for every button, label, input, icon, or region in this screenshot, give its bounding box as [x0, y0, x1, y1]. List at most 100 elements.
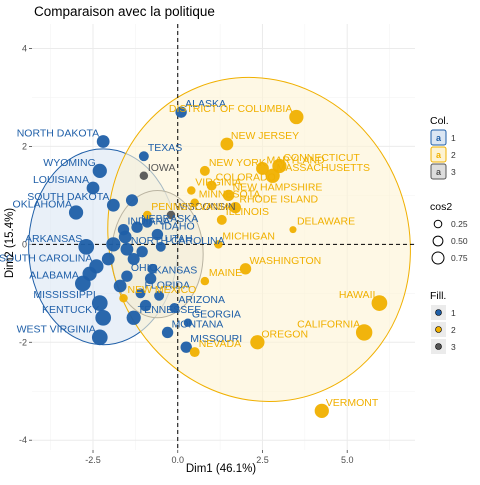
point-label: VIRGINIA	[195, 176, 241, 188]
y-axis-tick-label: 2	[22, 141, 27, 151]
data-point	[136, 246, 148, 258]
point-label: NEBRASKA	[141, 213, 198, 225]
point-label: CONNECTICUT	[283, 152, 360, 164]
legend-key-glyph: a	[436, 133, 442, 143]
point-label: NORTH DAKOTA	[17, 128, 99, 140]
data-point	[147, 263, 158, 274]
data-point	[216, 214, 227, 225]
legend-item-label: 0.50	[451, 236, 468, 246]
data-point	[190, 198, 199, 207]
point-label: OHIO	[131, 262, 158, 274]
point-label: SOUTH DAKOTA	[27, 191, 109, 203]
data-point	[96, 135, 110, 148]
point-label: DISTRICT OF COLUMBIA	[169, 103, 292, 115]
data-point	[200, 276, 210, 286]
data-point	[91, 295, 108, 311]
point-label: INDIANA	[128, 216, 171, 228]
data-point	[355, 324, 373, 341]
legend-key-col	[430, 129, 447, 146]
data-point	[139, 299, 152, 312]
x-axis-tick-label: 0.0	[171, 455, 184, 465]
data-point	[142, 210, 152, 220]
point-label: ARKANSAS	[25, 233, 82, 245]
point-label: WISCONSIN	[175, 201, 236, 213]
legend-key-fill-dot	[435, 326, 442, 333]
point-label: NEW YORK	[209, 157, 266, 169]
data-point	[289, 109, 304, 125]
data-point	[189, 347, 200, 358]
data-point	[206, 180, 217, 191]
legend-key-fill-dot	[435, 343, 442, 350]
data-point	[175, 106, 187, 118]
point-label: VERMONT	[326, 397, 379, 409]
point-label: SOUTH CAROLINA	[0, 252, 92, 264]
point-label: KANSAS	[155, 265, 198, 277]
data-point	[155, 241, 166, 252]
legend-key-size	[433, 219, 443, 229]
legend-key-col	[430, 146, 447, 163]
point-label: MINNESOTA	[199, 189, 261, 201]
data-point	[199, 165, 210, 176]
data-point	[92, 163, 107, 179]
legend-item-label: 3	[451, 342, 456, 352]
legend-key-size	[431, 251, 445, 265]
data-point	[78, 238, 95, 255]
point-label: OKLAHOMA	[13, 199, 73, 211]
data-point	[183, 318, 193, 327]
data-point	[119, 293, 128, 303]
legend-key-fill-dot	[435, 309, 442, 316]
point-label: MISSISSIPPI	[33, 289, 95, 301]
data-point	[141, 216, 153, 228]
point-label: DELAWARE	[297, 216, 355, 228]
data-point	[121, 270, 133, 282]
data-point	[89, 259, 104, 274]
y-axis-tick-label: -4	[19, 435, 27, 445]
point-label: HAWAII	[339, 289, 376, 301]
point-label: NEW HAMPSHIRE	[233, 181, 323, 193]
data-point	[154, 290, 165, 301]
x-axis-tick-label: 5.0	[341, 455, 354, 465]
point-label: CALIFORNIA	[297, 318, 360, 330]
point-label: RHODE ISLAND	[239, 194, 318, 206]
point-label: NEW MEXICO	[128, 284, 197, 296]
point-label: LOUISIANA	[33, 174, 89, 186]
point-label: MARYLAND	[266, 154, 325, 166]
data-point	[265, 168, 280, 183]
data-point	[166, 210, 176, 220]
data-point	[75, 275, 91, 292]
data-point	[86, 181, 100, 195]
x-axis-tick-label: -2.5	[85, 455, 101, 465]
data-point	[106, 198, 120, 212]
point-label: NORTH CAROLINA	[131, 235, 225, 247]
point-label: MICHIGAN	[222, 230, 275, 242]
data-point	[95, 309, 112, 326]
point-label: TEXAS	[148, 142, 182, 154]
data-point	[139, 171, 149, 181]
data-point	[120, 242, 134, 256]
point-label: NEW JERSEY	[231, 130, 299, 142]
legend-key-glyph: a	[436, 167, 442, 177]
data-point	[169, 303, 180, 313]
data-point	[151, 228, 164, 241]
data-point	[214, 240, 223, 249]
legend-item-label: 2	[451, 325, 456, 335]
legend-item-label: 1	[451, 308, 456, 318]
data-point	[180, 341, 192, 353]
legend-title: Col.	[430, 115, 449, 127]
legend-item-label: 2	[451, 150, 456, 160]
data-point	[256, 162, 269, 175]
x-axis-label: Dim1 (46.1%)	[186, 463, 256, 475]
data-point	[125, 194, 139, 207]
point-label: MAINE	[209, 267, 242, 279]
point-label: PENNSYLVANIA	[151, 201, 230, 213]
data-point	[91, 329, 108, 346]
point-label: TENNESSEE	[138, 304, 202, 316]
point-label: MONTANA	[172, 318, 224, 330]
data-point	[131, 221, 143, 233]
point-label: ILLINOIS	[226, 206, 269, 218]
data-point	[187, 186, 196, 195]
plot-area: -2.5 0.0 2.5 5.0 -4 -2 0 2 4 ALASKA NORTH DAKOTA TE…	[0, 24, 415, 465]
data-point	[250, 335, 265, 350]
data-point	[239, 263, 252, 275]
